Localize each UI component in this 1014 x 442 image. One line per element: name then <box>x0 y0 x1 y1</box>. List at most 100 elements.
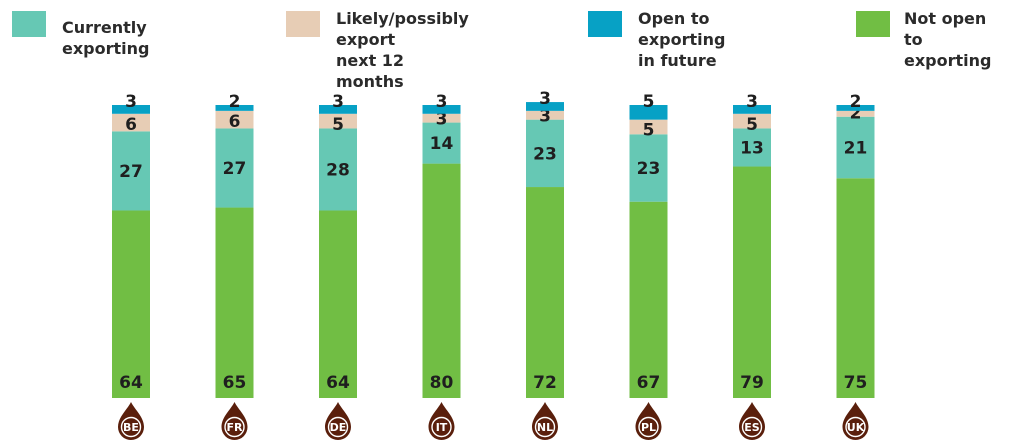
category-label: NL <box>537 421 553 434</box>
data-label: 3 <box>436 92 448 112</box>
category-label: DE <box>330 421 347 434</box>
bar-segment <box>836 116 875 179</box>
category-label: IT <box>436 421 448 434</box>
data-label: 6 <box>125 115 137 135</box>
bar-group-de: 64 28 5 3 DE <box>319 92 357 440</box>
bar-group-it: 80 14 33 IT <box>422 92 461 440</box>
data-label: 14 <box>430 134 454 154</box>
pin-ring <box>741 416 763 438</box>
bar-segment <box>733 105 771 114</box>
bar-segment <box>319 113 357 129</box>
data-label: 28 <box>326 160 350 180</box>
pin-ring <box>224 416 245 438</box>
data-label: 23 <box>533 144 557 164</box>
category-label: ES <box>744 421 760 434</box>
bar-segment <box>733 166 771 398</box>
country-pin-icon <box>428 402 455 440</box>
bar-segment <box>526 102 564 111</box>
bar-group-nl: 72 23 33 NL <box>526 89 564 440</box>
bar-segment <box>629 134 668 202</box>
bar-segment <box>422 105 461 114</box>
category-label: FR <box>227 421 244 434</box>
data-label: 3 <box>746 92 758 112</box>
data-label: 80 <box>430 373 454 393</box>
data-label: 79 <box>740 373 764 393</box>
bar-segment <box>215 110 254 129</box>
pin-ring <box>120 416 142 438</box>
country-pin-icon <box>532 402 558 440</box>
data-label: 2 <box>229 92 241 112</box>
country-pin-icon <box>325 402 351 440</box>
data-label: 5 <box>643 92 655 112</box>
data-label: 5 <box>746 115 758 135</box>
bar-segment <box>319 210 357 398</box>
pin-ring <box>431 416 452 438</box>
bar-segment <box>422 122 461 164</box>
country-pin-icon <box>739 402 765 440</box>
data-label: 3 <box>539 107 551 127</box>
bar-segment <box>629 119 668 135</box>
bar-segment <box>422 163 461 398</box>
bar-segment <box>733 128 771 167</box>
data-label: 3 <box>125 92 137 112</box>
data-label: 23 <box>637 159 661 179</box>
country-pin-icon <box>221 402 248 440</box>
category-label: BE <box>123 421 139 434</box>
data-label: 3 <box>539 89 551 109</box>
data-label: 2 <box>850 104 862 124</box>
category-label: UK <box>847 421 865 434</box>
bar-segment <box>836 105 875 111</box>
data-label: 2 <box>850 92 862 112</box>
bar-segment <box>629 201 668 398</box>
bar-segment <box>112 210 150 398</box>
country-pin-icon <box>635 402 662 440</box>
bar-segment <box>836 178 875 398</box>
pin-ring <box>845 416 866 438</box>
pin-ring <box>534 416 556 438</box>
country-pin-icon <box>118 402 144 440</box>
data-label: 5 <box>643 121 655 141</box>
bar-segment <box>526 187 564 398</box>
bar-segment <box>526 119 564 188</box>
data-label: 67 <box>637 373 661 393</box>
data-label: 75 <box>844 373 868 393</box>
bar-group-pl: 67 23 5 5 PL <box>629 92 668 440</box>
bar-segment <box>319 128 357 211</box>
bar-segment <box>629 105 668 120</box>
country-pin-icon <box>842 402 869 440</box>
bar-segment <box>215 128 254 208</box>
data-label: 64 <box>326 373 350 393</box>
legend-label: Open to exporting in future <box>638 9 726 70</box>
data-label: 6 <box>229 112 241 132</box>
legend-label: Not open to exporting <box>904 9 992 70</box>
bar-segment <box>836 110 875 117</box>
data-label: 21 <box>844 138 868 158</box>
legend-swatch <box>12 11 46 37</box>
data-label: 3 <box>332 92 344 112</box>
data-label: 3 <box>436 110 448 130</box>
bar-segment <box>112 131 150 211</box>
bar-group-es: 79 13 5 3 ES <box>733 92 771 440</box>
bar-group-uk: 75 21 22 UK <box>836 92 875 440</box>
data-label: 5 <box>332 115 344 135</box>
bar-segment <box>215 105 254 111</box>
bar-segment <box>319 105 357 114</box>
data-label: 64 <box>119 373 143 393</box>
legend-swatch <box>286 11 320 37</box>
data-label: 27 <box>223 159 247 179</box>
bar-segment <box>733 113 771 129</box>
data-label: 13 <box>740 138 764 158</box>
category-label: PL <box>641 421 656 434</box>
pin-ring <box>638 416 659 438</box>
bar-segment <box>112 105 150 114</box>
legend-swatch <box>856 11 890 37</box>
bar-group-fr: 65 27 62 FR <box>215 92 254 440</box>
bar-segment <box>526 110 564 120</box>
bar-segment <box>215 207 254 398</box>
data-label: 72 <box>533 373 557 393</box>
pin-ring <box>327 416 349 438</box>
data-label: 27 <box>119 162 143 182</box>
legend-swatch <box>588 11 622 37</box>
bar-group-be: 64 27 6 3 BE <box>112 92 150 440</box>
